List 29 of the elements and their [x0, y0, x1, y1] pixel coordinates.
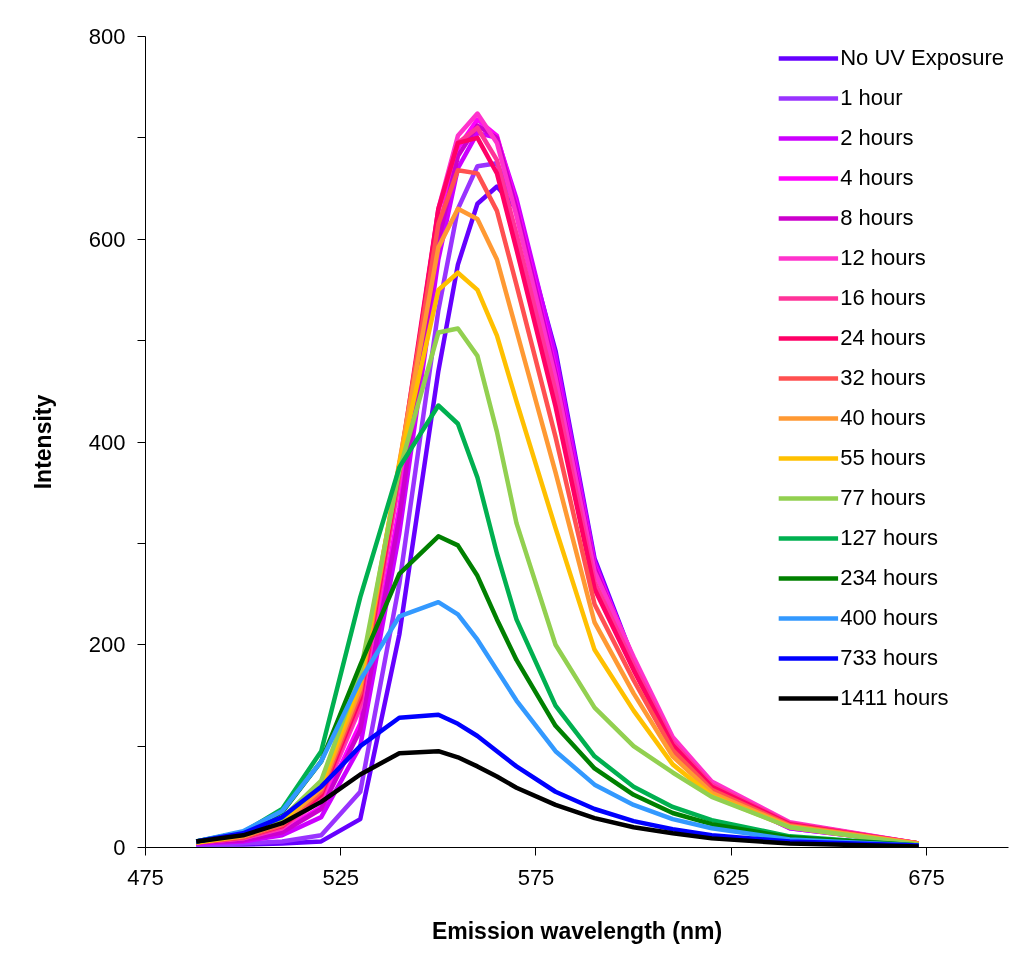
legend-label: 1411 hours: [840, 684, 949, 712]
x-tick-label: 675: [908, 864, 945, 890]
legend-label: 1 hour: [840, 84, 903, 112]
legend-label: 127 hours: [840, 524, 938, 552]
legend-label: 234 hours: [840, 564, 938, 592]
x-tick-label: 625: [712, 864, 750, 890]
y-tick-label: 400: [88, 429, 126, 455]
legend-label: 16 hours: [840, 284, 926, 312]
x-tick-label: 525: [322, 864, 360, 890]
legend-label: 733 hours: [840, 644, 938, 672]
y-tick-label: 800: [88, 24, 126, 49]
legend-label: 24 hours: [840, 324, 926, 352]
legend-label: 12 hours: [840, 244, 926, 272]
x-tick-label: 575: [517, 864, 555, 890]
legend-label: No UV Exposure: [840, 44, 1004, 72]
y-tick-label: 600: [88, 226, 126, 252]
y-axis-title: Intensity: [29, 394, 56, 490]
legend-label: 2 hours: [840, 124, 914, 152]
y-tick-label: 200: [88, 632, 126, 658]
legend-label: 40 hours: [840, 404, 926, 432]
y-tick-label: 0: [113, 835, 126, 860]
x-tick-label: 475: [127, 864, 164, 890]
legend-label: 4 hours: [840, 164, 914, 192]
legend-label: 400 hours: [840, 604, 938, 632]
legend-label: 32 hours: [840, 364, 926, 392]
legend-label: 55 hours: [840, 444, 926, 472]
legend-label: 77 hours: [840, 484, 926, 512]
x-axis-title: Emission wavelength (nm): [431, 917, 723, 944]
legend-label: 8 hours: [840, 204, 914, 232]
